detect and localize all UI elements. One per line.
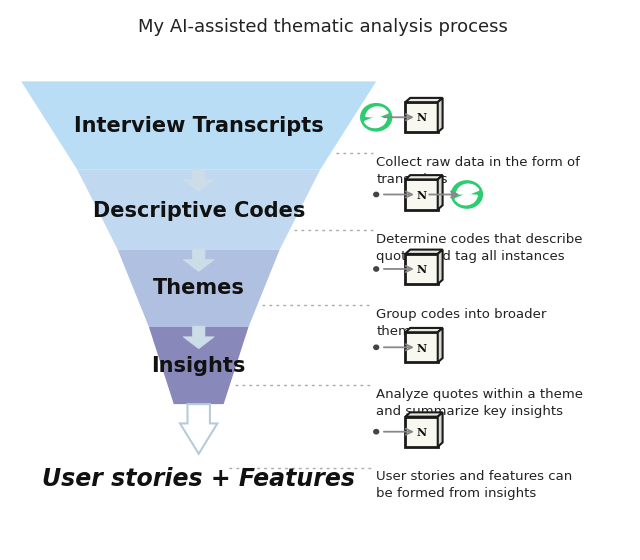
- Text: My AI-assisted thematic analysis process: My AI-assisted thematic analysis process: [138, 18, 508, 36]
- Wedge shape: [456, 184, 479, 194]
- Text: Collect raw data in the form of
transcripts: Collect raw data in the form of transcri…: [376, 156, 580, 186]
- Wedge shape: [364, 117, 387, 128]
- Polygon shape: [405, 412, 443, 417]
- Polygon shape: [438, 412, 443, 447]
- Circle shape: [374, 192, 379, 197]
- Text: Group codes into broader
themes: Group codes into broader themes: [376, 307, 547, 338]
- Polygon shape: [438, 250, 443, 284]
- Wedge shape: [366, 107, 388, 117]
- Circle shape: [374, 267, 379, 271]
- Polygon shape: [405, 250, 443, 254]
- Text: Interview Transcripts: Interview Transcripts: [74, 115, 324, 136]
- Polygon shape: [21, 81, 376, 170]
- FancyBboxPatch shape: [405, 254, 438, 284]
- Wedge shape: [455, 194, 477, 205]
- Text: User stories and features can
be formed from insights: User stories and features can be formed …: [376, 470, 572, 500]
- Polygon shape: [438, 328, 443, 362]
- Text: Analyze quotes within a theme
and summarize key insights: Analyze quotes within a theme and summar…: [376, 388, 583, 418]
- Circle shape: [360, 103, 392, 132]
- Circle shape: [374, 345, 379, 349]
- FancyBboxPatch shape: [405, 417, 438, 447]
- Circle shape: [451, 180, 483, 209]
- Polygon shape: [405, 98, 443, 102]
- Polygon shape: [149, 327, 248, 404]
- FancyBboxPatch shape: [405, 332, 438, 362]
- Polygon shape: [438, 175, 443, 209]
- Polygon shape: [77, 170, 320, 250]
- Polygon shape: [183, 326, 214, 349]
- Text: N: N: [417, 190, 427, 200]
- Text: N: N: [417, 427, 427, 438]
- Text: N: N: [417, 264, 427, 275]
- Polygon shape: [405, 175, 443, 179]
- Text: N: N: [417, 343, 427, 353]
- Polygon shape: [118, 250, 280, 327]
- Polygon shape: [183, 169, 214, 192]
- Text: Determine codes that describe
quotes and tag all instances: Determine codes that describe quotes and…: [376, 233, 582, 263]
- FancyBboxPatch shape: [405, 179, 438, 209]
- Polygon shape: [405, 328, 443, 332]
- Circle shape: [374, 430, 379, 434]
- Polygon shape: [180, 404, 218, 454]
- Text: N: N: [417, 113, 427, 123]
- Polygon shape: [183, 249, 214, 272]
- Polygon shape: [438, 98, 443, 132]
- Text: Insights: Insights: [152, 356, 246, 376]
- FancyBboxPatch shape: [405, 102, 438, 132]
- Text: Descriptive Codes: Descriptive Codes: [93, 201, 305, 221]
- Text: Themes: Themes: [153, 278, 244, 298]
- Text: User stories + Features: User stories + Features: [42, 466, 355, 491]
